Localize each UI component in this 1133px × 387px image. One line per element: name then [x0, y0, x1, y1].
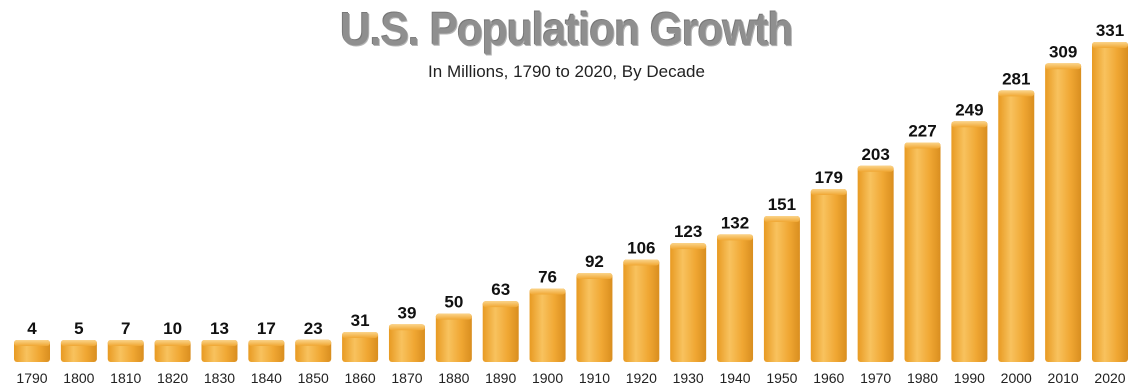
x-axis-labels: 1790 1800 1810 1820 1830 1840 1850 1860 1870 1880…	[16, 370, 1125, 386]
bar-1880	[435, 313, 472, 362]
x-tick-label-1820: 1820	[157, 370, 188, 386]
value-label-1820: 10	[163, 319, 182, 338]
value-label-1910: 92	[585, 252, 604, 271]
bar-cap-1820	[154, 340, 191, 346]
x-tick-label-1980: 1980	[907, 370, 938, 386]
bar-cap-1930	[670, 243, 707, 250]
bar-1920	[623, 259, 660, 362]
x-tick-label-1950: 1950	[766, 370, 797, 386]
value-label-1920: 106	[627, 239, 655, 258]
value-label-1980: 227	[908, 122, 936, 141]
x-tick-label-1830: 1830	[204, 370, 235, 386]
bar-cap-1860	[342, 332, 379, 339]
x-tick-label-1800: 1800	[63, 370, 94, 386]
bar-1890	[482, 301, 519, 362]
x-tick-label-1910: 1910	[579, 370, 610, 386]
value-label-1810: 7	[121, 319, 130, 338]
x-tick-label-1970: 1970	[860, 370, 891, 386]
x-tick-label-2010: 2010	[1048, 370, 1079, 386]
x-tick-label-1840: 1840	[251, 370, 282, 386]
value-label-1790: 4	[27, 319, 37, 338]
bar-cap-1800	[60, 340, 97, 346]
bar-1930	[670, 243, 707, 362]
bar-cap-1790	[14, 340, 50, 346]
bar-cap-1920	[623, 259, 660, 266]
bar-1950	[763, 216, 800, 362]
bar-cap-1830	[201, 340, 238, 346]
value-label-1860: 31	[351, 311, 370, 330]
value-label-1880: 50	[444, 293, 463, 312]
x-tick-label-1990: 1990	[954, 370, 985, 386]
x-tick-label-1810: 1810	[110, 370, 141, 386]
bar-cap-1990	[951, 121, 988, 128]
value-label-1940: 132	[721, 213, 749, 232]
bar-cap-1880	[435, 313, 472, 320]
bar-cap-1890	[482, 301, 519, 308]
chart-title: U.S. Population Growth	[340, 3, 793, 55]
value-label-1870: 39	[397, 303, 416, 322]
x-tick-label-2020: 2020	[1094, 370, 1125, 386]
bar-1860	[342, 332, 379, 362]
x-tick-label-1960: 1960	[813, 370, 844, 386]
bar-2020	[1092, 42, 1128, 362]
bar-cap-1870	[388, 324, 425, 331]
value-label-1890: 63	[491, 280, 510, 299]
x-tick-label-1880: 1880	[438, 370, 469, 386]
bar-1870	[388, 324, 425, 362]
bar-1990	[951, 121, 988, 363]
value-label-1960: 179	[815, 168, 843, 187]
bar-1960	[810, 188, 847, 362]
bar-cap-1970	[857, 165, 894, 172]
bar-cap-1940	[717, 234, 754, 241]
x-tick-label-1900: 1900	[532, 370, 563, 386]
bar-cap-2020	[1092, 42, 1128, 48]
bars-layer	[14, 42, 1128, 363]
value-labels-layer: 4 5 7 10 13 17 23 31 39 50 63 76 92 106 123 132 151 179 20…	[27, 21, 1124, 338]
x-tick-label-1930: 1930	[673, 370, 704, 386]
chart-subtitle: In Millions, 1790 to 2020, By Decade	[428, 62, 705, 81]
value-label-1990: 249	[955, 100, 983, 119]
value-label-2000: 281	[1002, 69, 1030, 88]
bar-1900	[529, 288, 566, 362]
value-label-1970: 203	[861, 145, 889, 164]
bar-2010	[1045, 63, 1082, 363]
bar-2000	[998, 90, 1035, 362]
x-tick-label-1940: 1940	[719, 370, 750, 386]
x-tick-label-2000: 2000	[1001, 370, 1032, 386]
bar-cap-2000	[998, 90, 1035, 97]
x-tick-label-1870: 1870	[391, 370, 422, 386]
value-label-1850: 23	[304, 319, 323, 338]
x-tick-label-1790: 1790	[16, 370, 47, 386]
x-tick-label-1890: 1890	[485, 370, 516, 386]
x-tick-label-1920: 1920	[626, 370, 657, 386]
bar-cap-1960	[810, 188, 847, 195]
bar-cap-1810	[107, 340, 144, 346]
bar-cap-1900	[529, 288, 566, 295]
bar-cap-1980	[904, 142, 941, 149]
bar-cap-1910	[576, 273, 613, 280]
value-label-1800: 5	[74, 319, 83, 338]
value-label-1900: 76	[538, 268, 557, 287]
x-tick-label-1850: 1850	[298, 370, 329, 386]
value-label-1840: 17	[257, 319, 276, 338]
bar-1980	[904, 142, 941, 362]
value-label-2010: 309	[1049, 42, 1077, 61]
bar-cap-2010	[1045, 63, 1082, 70]
value-label-1930: 123	[674, 222, 702, 241]
value-label-1830: 13	[210, 319, 229, 338]
bar-1940	[717, 234, 754, 362]
value-label-2020: 331	[1096, 21, 1124, 40]
bar-cap-1950	[763, 216, 800, 223]
bar-cap-1850	[295, 339, 332, 346]
x-tick-label-1860: 1860	[345, 370, 376, 386]
bar-1910	[576, 273, 613, 362]
value-label-1950: 151	[768, 195, 796, 214]
bar-1970	[857, 165, 894, 362]
bar-cap-1840	[248, 340, 285, 346]
